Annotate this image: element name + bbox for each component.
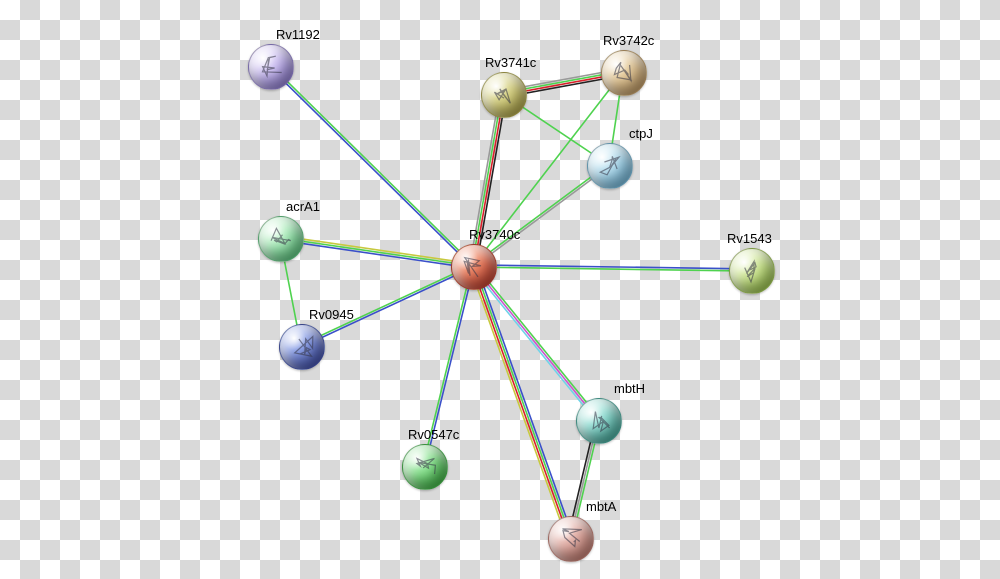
node-rv0547c[interactable]: [402, 444, 448, 490]
node-ctpj[interactable]: [587, 143, 633, 189]
node-label: Rv3741c: [485, 55, 536, 70]
edge: [474, 266, 571, 538]
node-label: Rv1543: [727, 231, 772, 246]
edge: [473, 266, 598, 420]
edge: [280, 240, 473, 268]
node-label: mbtH: [614, 381, 645, 396]
node-rv3742c[interactable]: [601, 50, 647, 96]
network-canvas: Rv3740c Rv1192 Rv3741c Rv3742c ctpJ acrA1 Rv09…: [0, 0, 1000, 579]
node-label: acrA1: [286, 199, 320, 214]
edge: [470, 267, 567, 539]
edge: [471, 267, 596, 421]
node-label: ctpJ: [629, 126, 653, 141]
node-label: Rv1192: [276, 27, 320, 42]
edge: [280, 238, 473, 266]
edge: [475, 265, 600, 419]
node-rv0945[interactable]: [279, 324, 325, 370]
edge: [472, 266, 569, 538]
node-acra1[interactable]: [258, 216, 304, 262]
node-rv1543[interactable]: [729, 248, 775, 294]
node-label: Rv3740c: [469, 227, 520, 242]
node-rv1192[interactable]: [248, 44, 294, 90]
node-rv3740c[interactable]: [451, 244, 497, 290]
node-label: Rv0945: [309, 307, 354, 322]
node-label: Rv0547c: [408, 427, 459, 442]
node-mbth[interactable]: [576, 398, 622, 444]
node-label: mbtA: [586, 499, 616, 514]
node-rv3741c[interactable]: [481, 72, 527, 118]
edge: [476, 265, 573, 537]
node-mbta[interactable]: [548, 516, 594, 562]
node-label: Rv3742c: [603, 33, 654, 48]
edge: [474, 166, 610, 267]
edge: [301, 265, 473, 345]
